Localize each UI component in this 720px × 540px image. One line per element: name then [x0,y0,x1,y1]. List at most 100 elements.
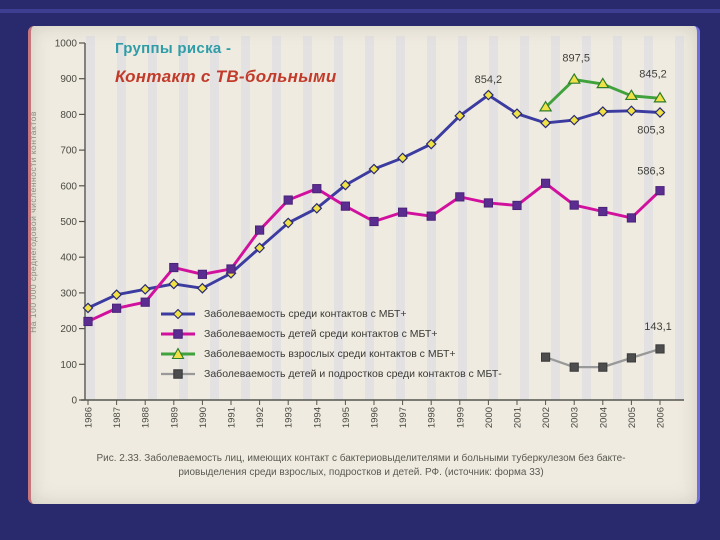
y-tick-label: 200 [60,324,77,335]
x-tick-label: 1995 [341,407,352,428]
figure-caption-line1: Рис. 2.33. Заболеваемость лиц, имеющих к… [96,453,626,464]
data-point-square [655,344,665,354]
data-point-square [626,353,636,363]
y-tick-label: 300 [60,288,77,299]
data-point-square [140,297,150,307]
y-tick-label: 700 [60,146,77,157]
y-tick-label: 800 [60,110,77,121]
y-axis-title: На 100 000 среднегодовой численности кон… [28,111,38,333]
legend-item-1: Заболеваемость детей среди контактов с М… [160,324,502,344]
point-label: 854,2 [475,74,503,86]
data-point-square [541,178,551,188]
data-point-diamond [196,282,208,294]
data-point-diamond [597,106,609,117]
data-point-square [569,362,579,372]
data-point-diamond [482,89,494,101]
data-point-diamond [139,283,151,295]
legend-label-2: Заболеваемость взрослых среди контактов … [204,348,456,360]
data-point-diamond [511,108,523,120]
data-point-square [655,186,665,196]
scanned-page [28,26,700,504]
point-label: 805,3 [637,125,665,137]
data-point-square [512,200,522,211]
slide-top-highlight [0,9,720,13]
legend-label-0: Заболеваемость среди контактов с МБТ+ [204,308,407,320]
legend-item-0: Заболеваемость среди контактов с МБТ+ [160,304,502,324]
data-point-square [398,207,408,217]
data-point-diamond [425,138,437,150]
x-tick-label: 1999 [455,407,466,428]
x-tick-label: 2000 [484,407,495,428]
x-tick-label: 1989 [169,407,180,428]
data-point-square [197,269,208,279]
chart-subtitle: Контакт с ТВ-больными [115,67,337,86]
point-label: 586,3 [637,166,665,178]
x-tick-label: 1987 [112,407,123,428]
data-point-square [426,211,436,221]
legend-marker-square-icon [161,329,195,339]
point-label: 897,5 [562,53,590,65]
data-point-square [226,264,236,274]
data-point-square [598,362,608,372]
data-point-square [283,195,293,205]
y-tick-label: 900 [60,74,77,85]
x-tick-label: 1990 [198,407,209,428]
figure-caption-line2: риовыделения среди взрослых, подростков … [178,467,544,478]
y-tick-label: 400 [60,253,77,264]
legend-marker-square-icon [161,369,195,379]
data-point-square [255,225,265,235]
x-tick-label: 1998 [427,407,438,428]
y-tick-label: 500 [60,217,77,228]
data-point-diamond [654,107,666,118]
data-point-square [369,216,379,227]
x-tick-label: 1986 [84,407,95,428]
legend-item-2: Заболеваемость взрослых среди контактов … [160,344,502,364]
legend-marker-diamond-icon [161,308,195,320]
data-point-diamond [254,242,266,254]
data-point-triangle [624,89,639,101]
data-point-triangle [596,77,610,89]
data-point-diamond [625,105,637,117]
data-point-diamond [454,110,466,122]
data-point-diamond [111,289,123,301]
x-tick-label: 1993 [284,407,295,428]
data-point-diamond [82,302,94,314]
figure-caption: Рис. 2.33. Заболеваемость лиц, имеющих к… [32,452,690,480]
data-point-diamond [339,179,351,191]
legend-marker-triangle-icon [161,347,195,360]
data-point-square [169,262,179,273]
y-tick-label: 1000 [55,39,78,50]
data-point-square [626,213,636,223]
data-point-square [83,316,93,327]
x-tick-label: 2006 [656,407,667,428]
x-tick-label: 1997 [398,407,409,428]
legend-label-1: Заболеваемость детей среди контактов с М… [204,328,438,340]
data-point-square [569,200,579,210]
x-tick-label: 1992 [255,407,266,428]
x-tick-label: 1988 [141,407,152,428]
point-label: 845,2 [639,68,667,80]
data-point-triangle [567,72,581,84]
data-point-triangle [538,100,553,112]
data-point-square [340,201,350,211]
x-tick-label: 2004 [598,407,609,428]
data-point-triangle [653,91,667,103]
x-tick-label: 1991 [227,407,238,428]
data-point-diamond [540,117,552,129]
chart-title: Группы риска - [115,40,232,57]
y-tick-label: 600 [60,181,77,192]
data-point-diamond [168,278,180,290]
x-tick-label: 2002 [541,407,552,428]
legend-label-3: Заболеваемость детей и подростков среди … [204,368,502,380]
data-point-diamond [397,152,409,164]
y-tick-label: 100 [60,360,77,371]
y-tick-label: 0 [71,396,77,407]
legend-item-3: Заболеваемость детей и подростков среди … [160,364,502,384]
data-point-diamond [368,163,380,175]
data-point-square [112,303,122,313]
data-point-square [312,184,322,194]
data-point-diamond [282,217,294,229]
x-tick-label: 2001 [513,407,524,428]
